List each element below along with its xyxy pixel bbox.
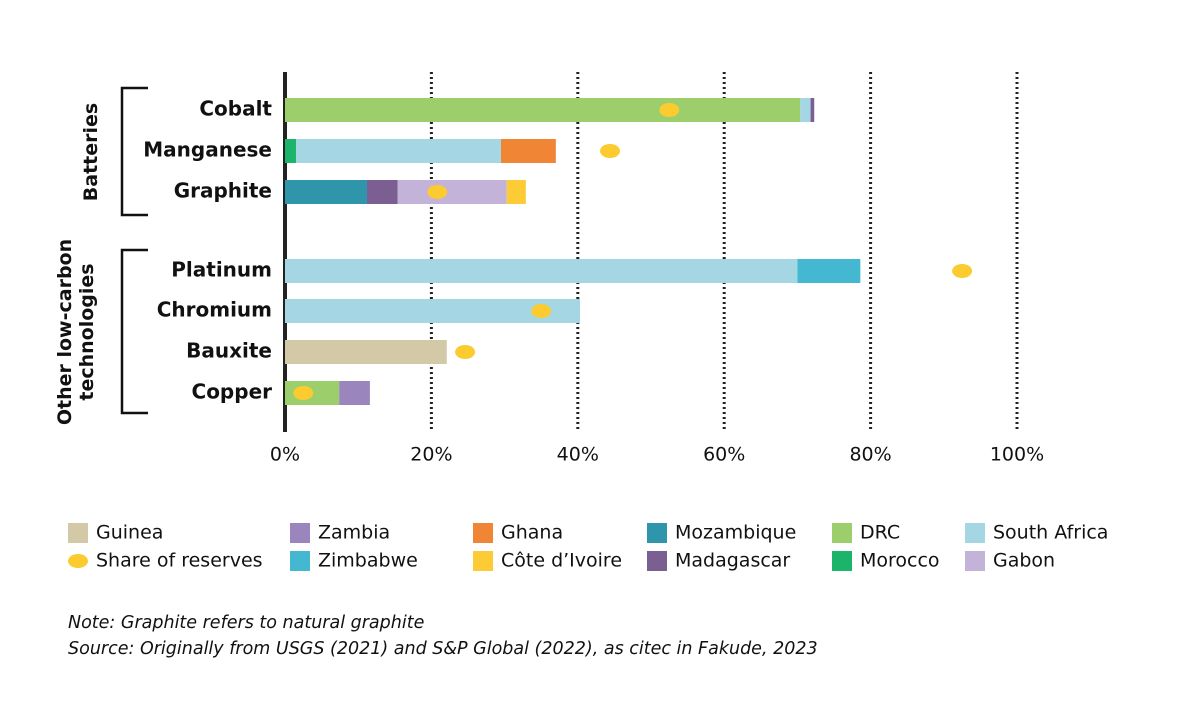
reserve-marker <box>293 386 314 400</box>
legend-label: Mozambique <box>675 522 796 544</box>
chart: 0% 20% 40% 60% 80% 100% Cobalt Manganese Graphit… <box>68 72 1108 572</box>
legend-label: Gabon <box>993 550 1055 572</box>
bar-segment <box>797 259 861 283</box>
bar-segment <box>339 381 370 405</box>
legend-label: Zambia <box>318 522 390 544</box>
bar-segment <box>285 340 447 364</box>
x-tick-label: 20% <box>410 444 452 466</box>
legend-label: South Africa <box>993 522 1108 544</box>
x-tick-label: 0% <box>270 444 300 466</box>
legend-swatch <box>290 551 310 571</box>
reserve-marker <box>455 345 476 359</box>
category-label: Graphite <box>174 179 272 203</box>
legend-swatch <box>473 551 493 571</box>
reserve-marker <box>600 144 621 158</box>
bar-segment <box>285 259 798 283</box>
category-label: Copper <box>192 380 273 404</box>
reserve-marker <box>952 264 973 278</box>
legend-label: Share of reserves <box>96 550 263 572</box>
reserve-marker <box>427 185 448 199</box>
bar-segment <box>285 98 801 122</box>
bar-segment <box>285 139 296 163</box>
reserve-marker <box>659 103 680 117</box>
group-label: Other low-carbon technologies <box>54 238 98 425</box>
category-label: Chromium <box>157 298 272 322</box>
legend-swatch <box>832 551 852 571</box>
bar-segment <box>285 299 580 323</box>
legend-label: Ghana <box>501 522 563 544</box>
category-label: Platinum <box>171 258 272 282</box>
category-label: Cobalt <box>199 97 272 121</box>
legend-swatch <box>473 523 493 543</box>
group-bracket <box>120 86 148 217</box>
bar-segment <box>285 180 367 204</box>
bar-segment <box>810 98 815 122</box>
source: Source: Originally from USGS (2021) and … <box>68 639 818 659</box>
legend-swatch <box>832 523 852 543</box>
bar-segment <box>366 180 398 204</box>
legend-swatch <box>647 523 667 543</box>
reserve-marker <box>531 304 552 318</box>
legend-swatch <box>68 523 88 543</box>
group-bracket <box>120 248 148 415</box>
legend-label: DRC <box>860 522 900 544</box>
legend-swatch <box>68 554 88 568</box>
legend-label: Zimbabwe <box>318 550 418 572</box>
category-label: Bauxite <box>186 339 272 363</box>
legend-label: Côte d’Ivoire <box>501 550 622 572</box>
bar-segment <box>800 98 811 122</box>
x-tick-label: 60% <box>703 444 745 466</box>
legend-label: Madagascar <box>675 550 790 572</box>
bar-segment <box>506 180 526 204</box>
legend-label: Morocco <box>860 550 940 572</box>
x-tick-label: 100% <box>990 444 1044 466</box>
category-label: Manganese <box>143 138 272 162</box>
legend-swatch <box>965 551 985 571</box>
bar-segment <box>295 139 501 163</box>
legend-label: Guinea <box>96 522 163 544</box>
bar-segment <box>397 180 507 204</box>
x-tick-label: 80% <box>849 444 891 466</box>
legend-swatch <box>290 523 310 543</box>
legend-swatch <box>965 523 985 543</box>
x-tick-label: 40% <box>557 444 599 466</box>
note: Note: Graphite refers to natural graphit… <box>68 613 425 633</box>
group-label: Batteries <box>80 102 102 201</box>
legend-swatch <box>647 551 667 571</box>
bar-segment <box>500 139 556 163</box>
